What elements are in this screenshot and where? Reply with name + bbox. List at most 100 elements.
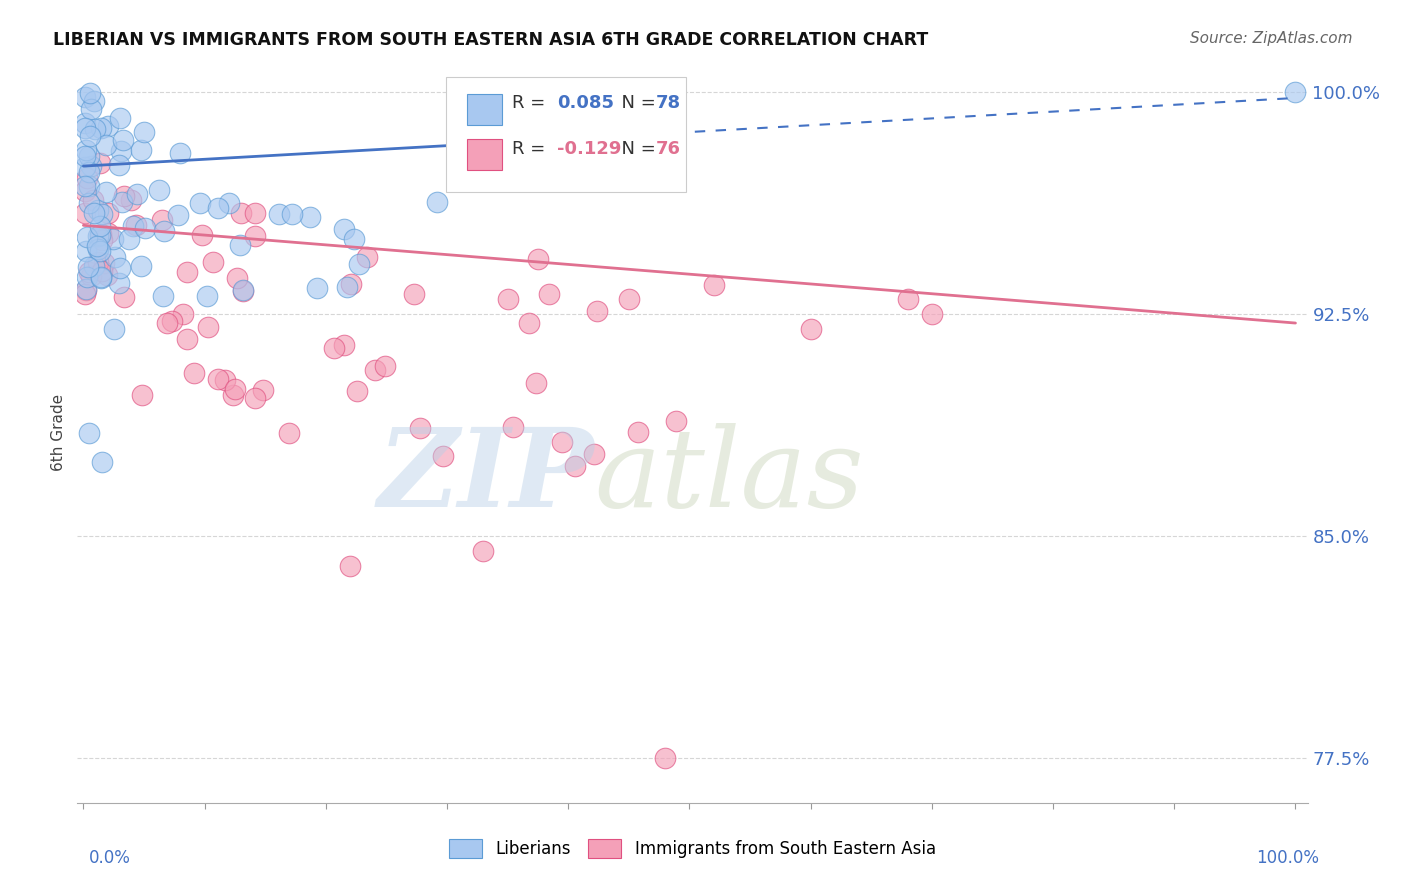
Point — [79, 86, 101, 100]
Point — [374, 359, 396, 373]
Point — [89, 219, 111, 233]
Point — [75, 120, 97, 135]
Point — [73, 161, 96, 175]
Point — [502, 420, 524, 434]
Point — [323, 341, 346, 355]
Point — [87, 255, 110, 269]
Point — [94, 186, 117, 200]
Y-axis label: 6th Grade: 6th Grade — [51, 394, 66, 471]
Point — [84, 121, 107, 136]
Point — [80, 102, 103, 116]
Point — [167, 208, 190, 222]
Point — [120, 193, 142, 207]
Text: LIBERIAN VS IMMIGRANTS FROM SOUTH EASTERN ASIA 6TH GRADE CORRELATION CHART: LIBERIAN VS IMMIGRANTS FROM SOUTH EASTER… — [53, 31, 929, 49]
Point — [76, 230, 98, 244]
Point — [472, 544, 495, 558]
Point — [97, 226, 120, 240]
Point — [703, 277, 725, 292]
Point — [90, 121, 112, 136]
Text: 0.085: 0.085 — [557, 94, 614, 112]
Point — [148, 183, 170, 197]
Point — [94, 138, 117, 153]
Point — [152, 289, 174, 303]
Point — [89, 227, 111, 242]
Point — [90, 455, 112, 469]
Point — [108, 111, 131, 125]
Point — [214, 373, 236, 387]
Point — [111, 194, 134, 209]
Point — [104, 250, 127, 264]
Point — [107, 158, 129, 172]
Point — [77, 179, 100, 194]
Point — [127, 187, 149, 202]
Point — [79, 128, 101, 143]
Point — [564, 459, 586, 474]
Text: 100.0%: 100.0% — [1256, 849, 1319, 867]
Point — [243, 229, 266, 244]
Point — [267, 207, 290, 221]
Point — [129, 144, 152, 158]
Point — [76, 270, 98, 285]
Point — [333, 222, 356, 236]
Point — [122, 219, 145, 233]
Point — [408, 421, 430, 435]
Point — [97, 206, 120, 220]
Point — [363, 363, 385, 377]
Point — [111, 133, 134, 147]
Point — [73, 286, 96, 301]
Point — [77, 148, 100, 162]
Point — [232, 283, 254, 297]
Point — [551, 435, 574, 450]
Point — [340, 277, 363, 292]
Point — [80, 159, 103, 173]
Point — [73, 206, 96, 220]
Point — [93, 256, 115, 270]
Point — [191, 228, 214, 243]
Point — [83, 259, 105, 273]
Point — [86, 242, 108, 256]
Text: R =: R = — [512, 140, 551, 158]
Point — [110, 144, 132, 158]
Point — [75, 143, 97, 157]
Text: 76: 76 — [655, 140, 681, 158]
Point — [336, 279, 359, 293]
Point — [307, 281, 329, 295]
Point — [77, 265, 100, 279]
Text: 0.0%: 0.0% — [89, 849, 131, 867]
Point — [90, 227, 112, 242]
Point — [172, 307, 194, 321]
FancyBboxPatch shape — [467, 95, 502, 126]
Point — [86, 239, 108, 253]
Point — [404, 286, 426, 301]
Point — [347, 257, 370, 271]
Point — [654, 751, 676, 765]
Point — [582, 447, 605, 461]
Point — [278, 425, 301, 440]
Point — [90, 233, 112, 247]
Text: atlas: atlas — [595, 424, 863, 531]
Point — [188, 195, 211, 210]
Point — [77, 195, 100, 210]
Text: R =: R = — [512, 94, 551, 112]
Legend: Liberians, Immigrants from South Eastern Asia: Liberians, Immigrants from South Eastern… — [443, 832, 942, 865]
Point — [75, 283, 97, 297]
Point — [627, 425, 650, 440]
Point — [110, 260, 132, 275]
Point — [921, 307, 943, 321]
Point — [169, 146, 191, 161]
Point — [617, 293, 640, 307]
Point — [665, 414, 688, 428]
Point — [73, 179, 96, 194]
Point — [207, 371, 229, 385]
Text: ZIP: ZIP — [377, 424, 595, 531]
FancyBboxPatch shape — [467, 138, 502, 169]
Point — [231, 206, 253, 220]
Point — [152, 212, 174, 227]
FancyBboxPatch shape — [447, 78, 686, 192]
Point — [202, 254, 225, 268]
Point — [156, 316, 179, 330]
Point — [90, 207, 112, 221]
Point — [298, 210, 321, 224]
Point — [83, 94, 105, 108]
Point — [79, 425, 101, 440]
